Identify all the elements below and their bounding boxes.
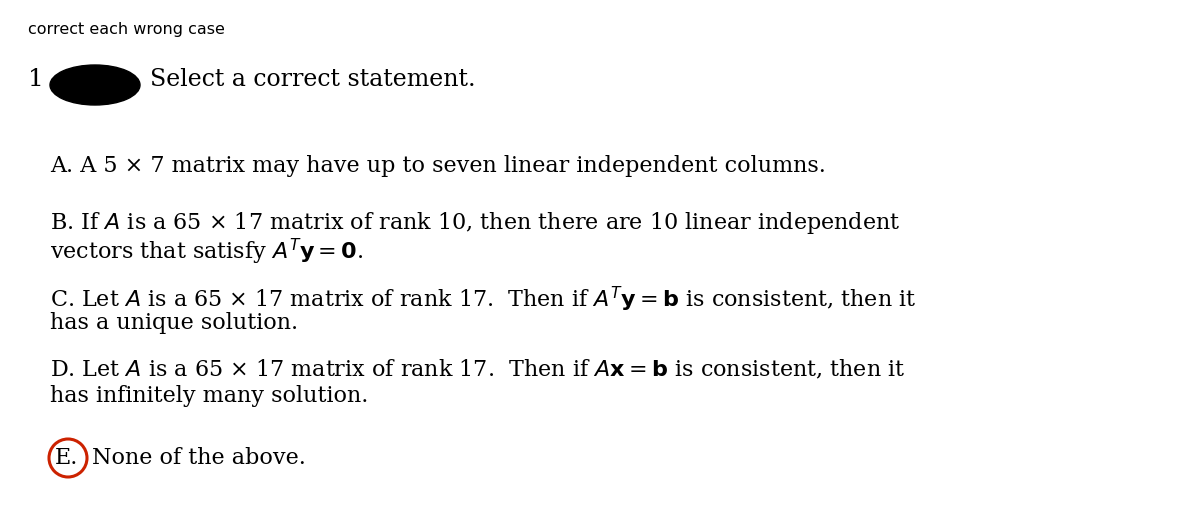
Text: correct each wrong case: correct each wrong case: [28, 22, 224, 37]
Text: None of the above.: None of the above.: [92, 447, 306, 469]
Text: C. Let $A$ is a 65 × 17 matrix of rank 17.  Then if $A^T\mathbf{y} = \mathbf{b}$: C. Let $A$ is a 65 × 17 matrix of rank 1…: [50, 285, 917, 314]
Text: B. If $A$ is a 65 × 17 matrix of rank 10, then there are 10 linear independent: B. If $A$ is a 65 × 17 matrix of rank 10…: [50, 210, 900, 236]
Text: D. Let $A$ is a 65 × 17 matrix of rank 17.  Then if $A\mathbf{x} = \mathbf{b}$ i: D. Let $A$ is a 65 × 17 matrix of rank 1…: [50, 358, 905, 381]
Text: E.: E.: [55, 447, 78, 469]
Text: has a unique solution.: has a unique solution.: [50, 312, 298, 334]
Text: has infinitely many solution.: has infinitely many solution.: [50, 385, 368, 407]
Text: 1: 1: [28, 68, 43, 91]
Text: vectors that satisfy $A^T\mathbf{y} = \mathbf{0}$.: vectors that satisfy $A^T\mathbf{y} = \m…: [50, 237, 364, 267]
Ellipse shape: [50, 65, 140, 105]
Text: A. A 5 × 7 matrix may have up to seven linear independent columns.: A. A 5 × 7 matrix may have up to seven l…: [50, 155, 826, 177]
Text: Select a correct statement.: Select a correct statement.: [150, 68, 475, 91]
